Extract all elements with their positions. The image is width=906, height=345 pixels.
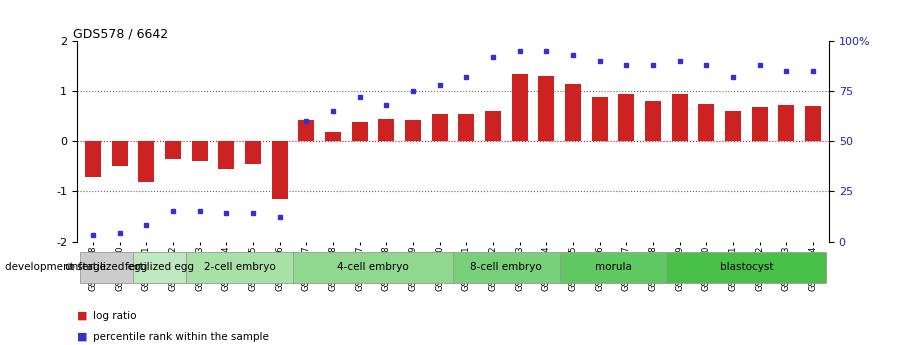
Bar bbox=[699, 104, 714, 141]
Bar bbox=[485, 111, 501, 141]
Bar bbox=[245, 141, 261, 164]
Bar bbox=[431, 114, 448, 141]
Bar bbox=[618, 94, 634, 141]
Bar bbox=[165, 141, 181, 159]
Bar bbox=[192, 141, 207, 161]
Text: GDS578 / 6642: GDS578 / 6642 bbox=[73, 27, 169, 40]
Bar bbox=[80, 252, 133, 283]
Bar bbox=[778, 106, 795, 141]
Bar bbox=[592, 97, 608, 141]
Bar bbox=[565, 84, 581, 141]
Bar bbox=[133, 252, 187, 283]
Text: morula: morula bbox=[594, 262, 631, 272]
Bar bbox=[272, 141, 288, 199]
Bar bbox=[538, 77, 554, 141]
Bar bbox=[218, 141, 235, 169]
Text: percentile rank within the sample: percentile rank within the sample bbox=[93, 332, 269, 342]
Bar bbox=[111, 141, 128, 167]
Bar bbox=[512, 74, 527, 141]
Bar bbox=[405, 120, 421, 141]
Bar bbox=[725, 111, 741, 141]
Bar bbox=[293, 252, 453, 283]
Bar bbox=[352, 122, 368, 141]
Text: unfertilized egg: unfertilized egg bbox=[65, 262, 148, 272]
Bar bbox=[85, 141, 101, 177]
Bar bbox=[325, 132, 341, 141]
Bar bbox=[458, 114, 475, 141]
Text: development stage: development stage bbox=[5, 263, 105, 272]
Bar bbox=[666, 252, 826, 283]
Bar bbox=[379, 119, 394, 141]
Text: 8-cell embryo: 8-cell embryo bbox=[470, 262, 542, 272]
Text: blastocyst: blastocyst bbox=[719, 262, 773, 272]
Text: fertilized egg: fertilized egg bbox=[125, 262, 194, 272]
Text: 4-cell embryo: 4-cell embryo bbox=[337, 262, 409, 272]
Text: 2-cell embryo: 2-cell embryo bbox=[204, 262, 275, 272]
Bar bbox=[139, 141, 154, 183]
Bar bbox=[453, 252, 560, 283]
Bar bbox=[752, 107, 767, 141]
Text: log ratio: log ratio bbox=[93, 311, 137, 321]
Bar bbox=[560, 252, 666, 283]
Bar bbox=[805, 107, 821, 141]
Bar bbox=[645, 101, 661, 141]
Bar bbox=[187, 252, 293, 283]
Text: ■: ■ bbox=[77, 311, 88, 321]
Text: ■: ■ bbox=[77, 332, 88, 342]
Bar bbox=[298, 120, 314, 141]
Bar bbox=[671, 94, 688, 141]
